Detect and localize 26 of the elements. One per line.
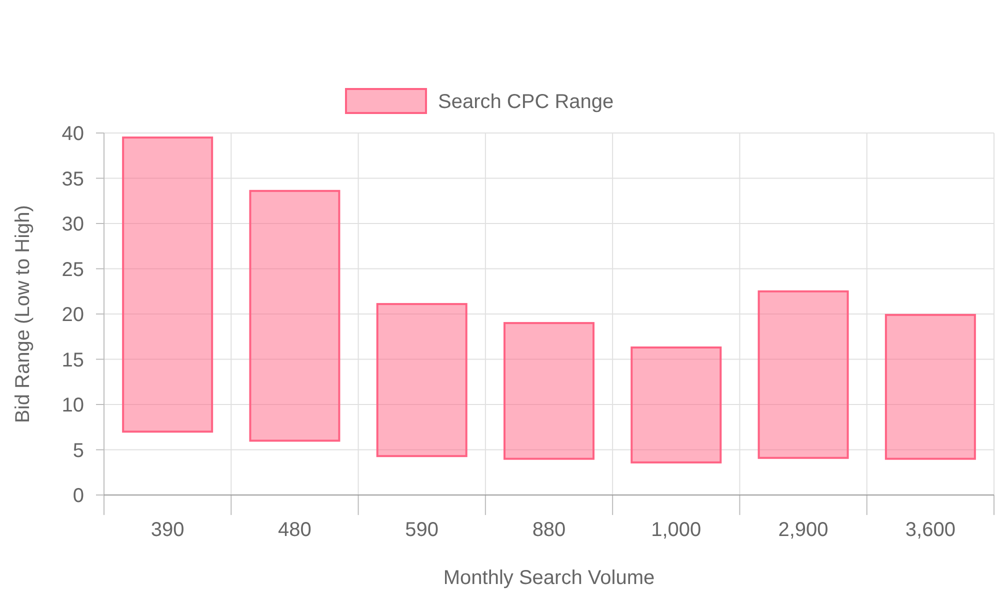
x-tick-label: 2,900 — [778, 519, 828, 541]
y-tick-label: 25 — [62, 258, 84, 281]
x-axis-title: Monthly Search Volume — [443, 567, 655, 589]
bar — [630, 346, 722, 464]
bar — [758, 290, 849, 459]
bar — [504, 322, 594, 460]
x-tick-label: 1,000 — [651, 519, 702, 541]
y-tick-label: 0 — [72, 485, 84, 507]
x-tick-label: 590 — [405, 519, 439, 541]
y-axis-title: Bid Range (Low to High) — [12, 205, 34, 423]
bar — [884, 314, 976, 460]
x-tick-label: 390 — [150, 519, 184, 541]
legend-label: Search CPC Range — [438, 91, 614, 113]
x-tick-label: 880 — [532, 519, 566, 541]
y-tick-label: 15 — [62, 349, 84, 372]
x-tick-label: 3,600 — [905, 519, 956, 541]
bar — [122, 136, 214, 433]
bar — [249, 190, 340, 442]
x-tick-label: 480 — [278, 519, 312, 541]
y-tick-label: 20 — [62, 304, 84, 326]
y-tick-label: 30 — [62, 214, 84, 236]
y-tick-label: 35 — [62, 168, 84, 190]
y-tick-label: 5 — [72, 440, 84, 462]
y-tick-label: 40 — [62, 123, 84, 145]
bar — [376, 303, 468, 458]
y-tick-label: 10 — [62, 394, 84, 416]
